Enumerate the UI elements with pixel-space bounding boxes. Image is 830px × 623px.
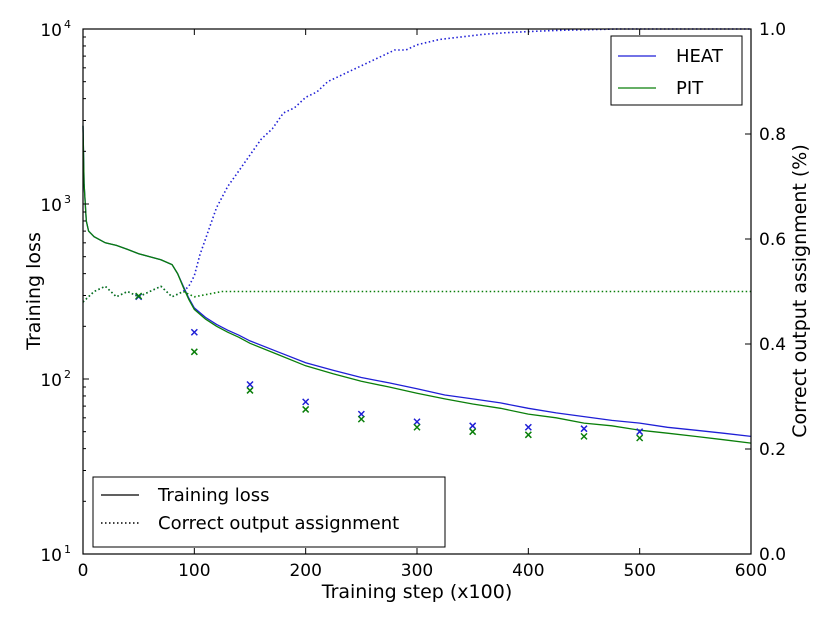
legend-models: HEAT PIT [610,35,743,106]
y-left-tick-label: 10 [40,546,62,566]
legend-styles: Training loss Correct output assignment [92,476,446,548]
x-tick-label: 400 [512,561,544,581]
legend-pit-label: PIT [676,78,704,99]
marker-heat-150 [246,380,254,389]
marker-pit-200 [302,405,310,413]
marker-pit-100 [190,348,198,356]
x-tick-label: 300 [401,561,433,581]
series-pit-training-loss [82,125,752,444]
y-left-tick-exponent: 1 [64,543,71,556]
marker-pit-150 [246,386,254,394]
y-left-tick-exponent: 4 [64,18,71,31]
x-axis-title: Training step (x100) [321,581,512,603]
marker-pit-250 [357,415,365,423]
y-axis-right-title: Correct output assignment (%) [789,144,811,438]
y-right-tick-label: 0.8 [759,125,786,145]
marker-heat-300 [413,418,421,426]
legend-models-box [610,35,743,106]
y-right-tick-label: 0.0 [759,545,786,565]
y-left-tick-label: 10 [40,196,62,216]
y-left-tick-label: 10 [40,21,62,41]
legend-correct-assignment-label: Correct output assignment [158,513,399,534]
y-left-tick-label: 10 [40,371,62,391]
marker-pit-400 [524,431,532,439]
marker-heat-500 [636,428,644,436]
marker-heat-350 [469,422,477,430]
legend-training-loss-label: Training loss [157,485,270,506]
marker-heat-200 [302,398,310,406]
x-tick-label: 500 [623,561,655,581]
marker-pit-300 [413,423,421,431]
marker-heat-400 [524,423,532,431]
legend-heat-label: HEAT [676,46,724,67]
marker-pit-500 [636,434,644,442]
x-tick-label: 100 [178,561,210,581]
marker-heat-450 [580,425,588,433]
series-heat-correct-output-assignment [82,28,751,303]
y-left-tick-exponent: 3 [64,193,71,206]
series-heat-training-loss [82,125,752,438]
marker-pit-50 [135,292,143,300]
y-left-tick-exponent: 2 [64,368,71,381]
y-axis-left-title: Training loss [23,232,45,351]
legend-styles-box [92,476,446,548]
marker-heat-100 [190,328,198,336]
x-tick-label: 0 [78,561,89,581]
y-right-tick-label: 0.4 [759,335,786,355]
y-right-tick-label: 1.0 [759,20,786,40]
marker-pit-450 [580,432,588,440]
data-layer [82,28,752,444]
y-right-tick-label: 0.6 [759,230,786,250]
x-tick-label: 200 [289,561,321,581]
y-right-tick-label: 0.2 [759,440,786,460]
x-tick-label: 600 [735,561,767,581]
marker-pit-350 [469,428,477,436]
